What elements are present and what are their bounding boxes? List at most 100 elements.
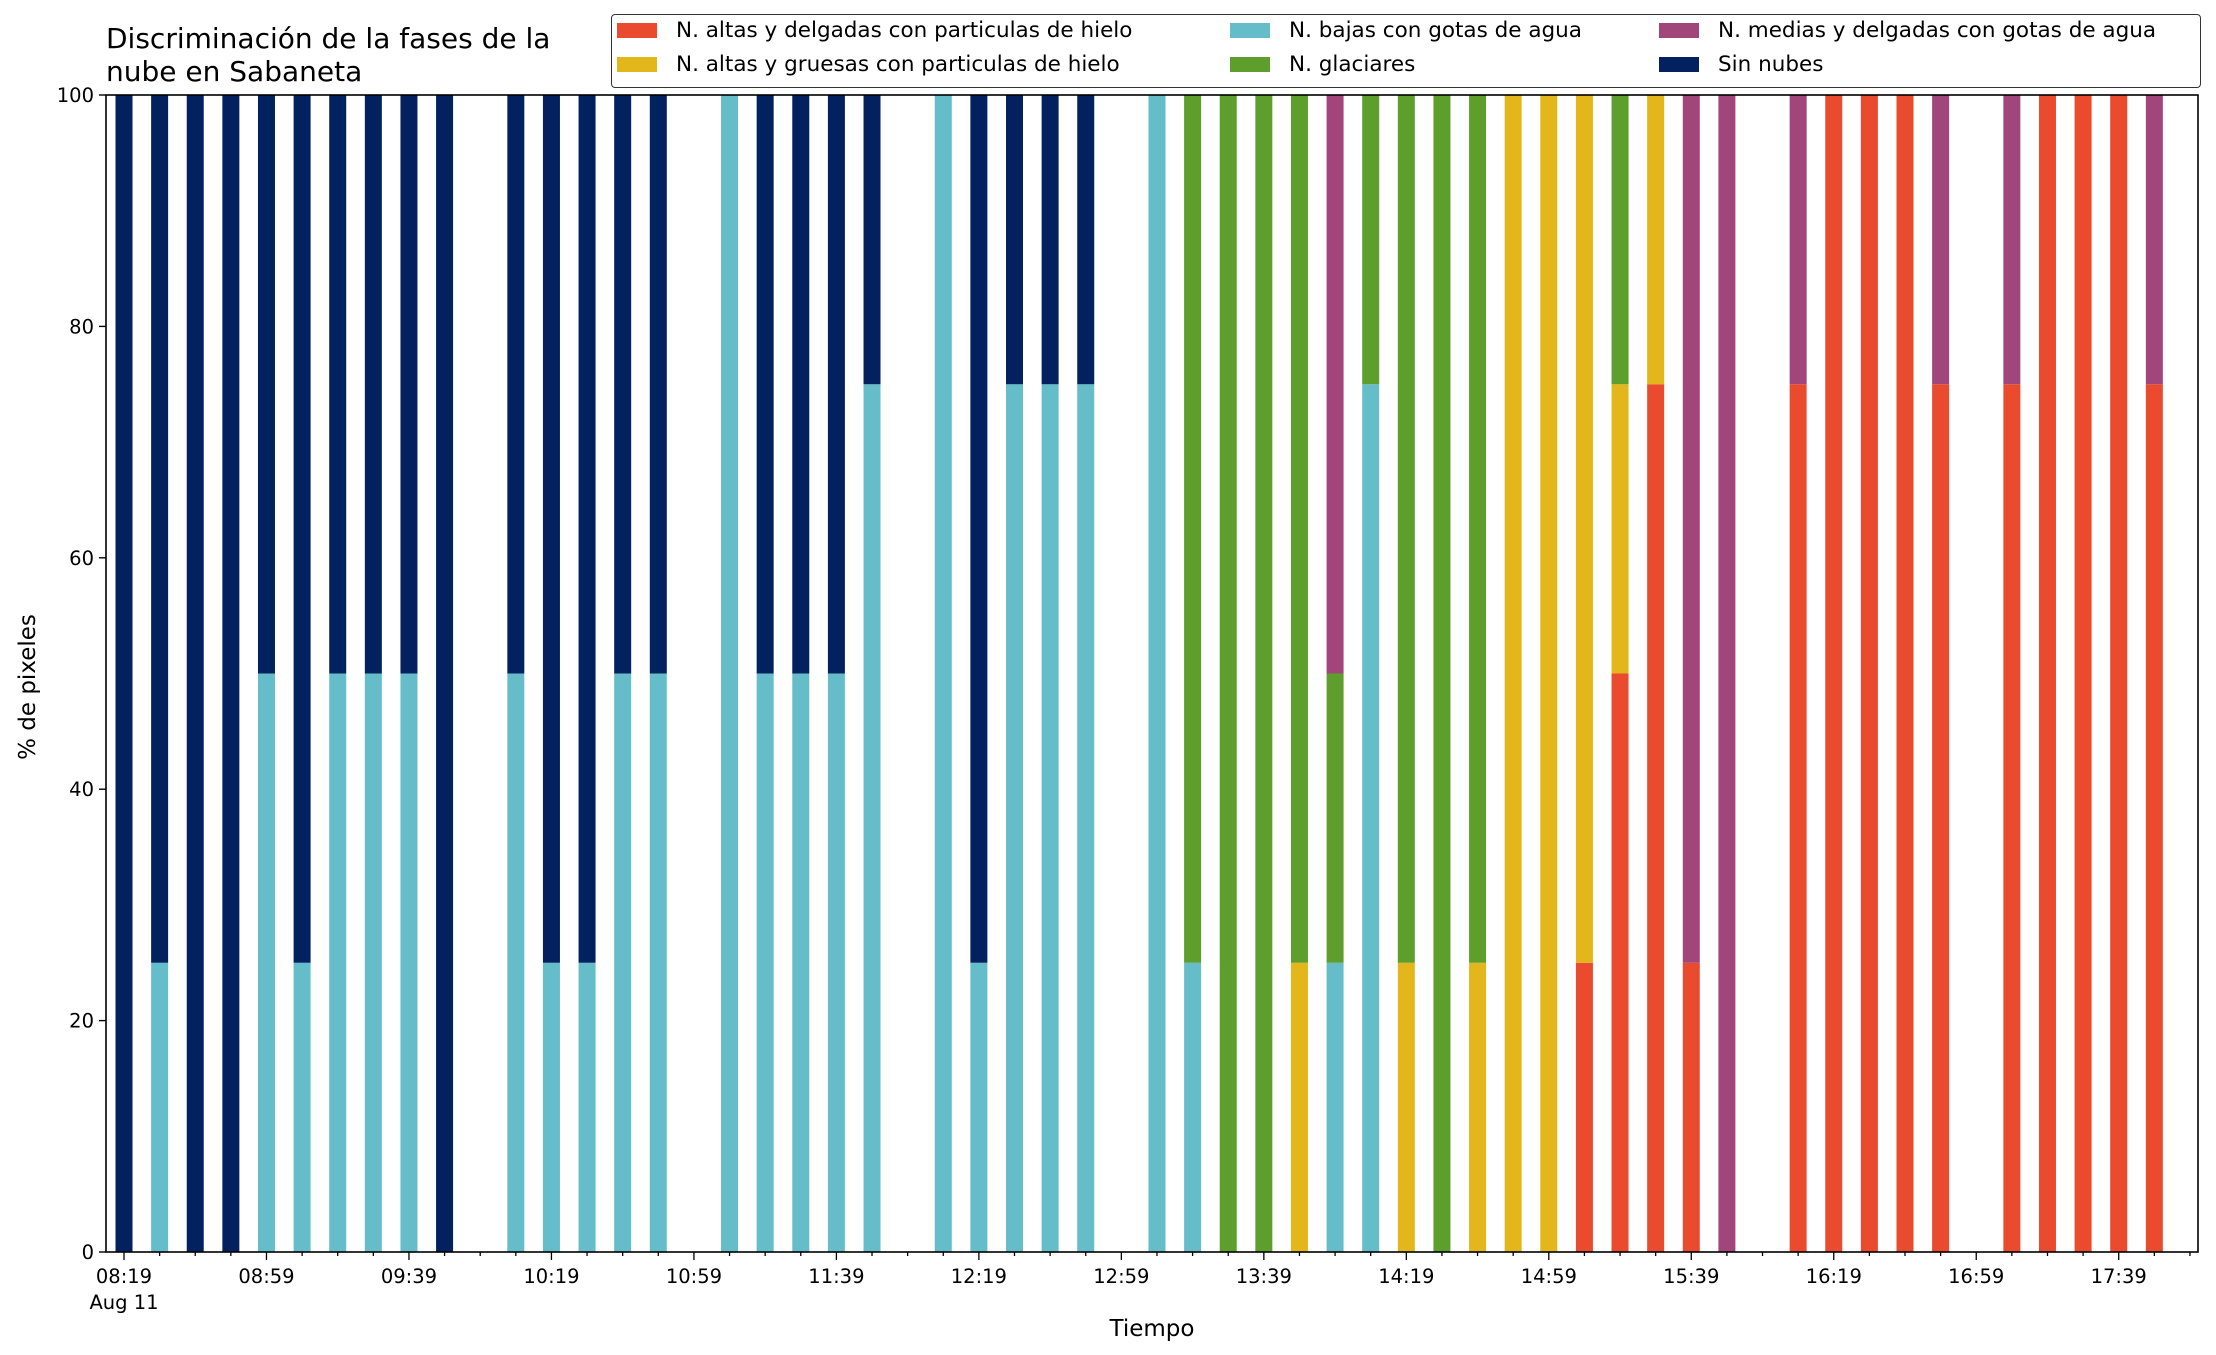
bar-segment (400, 673, 418, 1252)
chart-title-line-2: nube en Sabaneta (106, 55, 363, 88)
bar-segment (1077, 384, 1095, 1252)
bar-segment (1611, 95, 1629, 385)
bar-segment (756, 95, 774, 674)
bar-segment (1219, 95, 1237, 1252)
legend-item-glaciares: N. glaciares (1230, 52, 1415, 77)
legend-label: N. medias y delgadas con gotas de agua (1718, 18, 2157, 43)
bar-segment (293, 962, 311, 1252)
bar-segment (1184, 95, 1202, 963)
bar-segment (827, 95, 845, 674)
legend-label: N. bajas con gotas de agua (1289, 18, 1582, 43)
x-tick-label: 09:39 (381, 1265, 437, 1288)
bar-segment (1326, 962, 1344, 1252)
bar-segment (1362, 95, 1380, 385)
y-tick-label: 40 (69, 778, 94, 801)
bar-segment (293, 95, 311, 963)
legend-label: N. altas y gruesas con particulas de hie… (676, 52, 1120, 77)
bar-segment (1860, 95, 1878, 1252)
bar-segment (1682, 962, 1700, 1252)
bar-segment (1148, 95, 1166, 1252)
bar-segment (1718, 95, 1736, 1252)
x-tick-label: 12:59 (1093, 1265, 1149, 1288)
bar-segment (578, 962, 596, 1252)
bar-segment (1041, 95, 1059, 385)
bar-segment (2003, 384, 2021, 1252)
bar-segment (934, 95, 952, 1252)
bar-segment (151, 962, 169, 1252)
bar-segment (1290, 962, 1308, 1252)
legend-label: N. altas y delgadas con particulas de hi… (676, 18, 1133, 43)
legend-label: N. glaciares (1289, 52, 1416, 77)
bar-segment (436, 95, 454, 1252)
legend-label: Sin nubes (1718, 52, 1824, 77)
bar-segment (364, 95, 382, 674)
bar-segment (1184, 962, 1202, 1252)
bar-segment (222, 95, 240, 1252)
bar-segment (1540, 95, 1558, 1252)
bar-segment (1611, 673, 1629, 1252)
bar-segment (507, 95, 525, 674)
bar-segment (792, 673, 810, 1252)
bar-segment (1433, 95, 1451, 1252)
plot-frame (105, 94, 2199, 1253)
chart-title: Discriminación de la fases de la nube en… (106, 22, 666, 88)
legend-item-bajas-gotas: N. bajas con gotas de agua (1230, 18, 1582, 43)
bar-segment (614, 95, 632, 674)
bar-segment (1896, 95, 1914, 1252)
bar-segment (827, 673, 845, 1252)
bar-segment (1825, 95, 1843, 1252)
legend-item-sin-nubes: Sin nubes (1659, 52, 1823, 77)
legend-swatch (1659, 57, 1699, 72)
legend-item-altas-gruesas: N. altas y gruesas con particulas de hie… (617, 52, 1120, 77)
x-tick-label: 08:59 (238, 1265, 294, 1288)
x-tick-label: 15:39 (1663, 1265, 1719, 1288)
x-tick-label: 14:19 (1378, 1265, 1434, 1288)
bar-segment (1504, 95, 1522, 1252)
legend-swatch (617, 23, 657, 38)
legend-swatch (617, 57, 657, 72)
bar-segment (863, 95, 881, 385)
x-tick-label: 10:59 (666, 1265, 722, 1288)
legend-item-altas-delgadas: N. altas y delgadas con particulas de hi… (617, 18, 1132, 43)
x-tick-label: 11:39 (808, 1265, 864, 1288)
bar-segment (257, 95, 275, 674)
bar-segment (1362, 384, 1380, 1252)
bar-segment (115, 95, 133, 1252)
bar-segment (1469, 962, 1487, 1252)
x-tick-label: 08:19 (96, 1265, 152, 1288)
y-tick-label: 0 (82, 1241, 94, 1264)
bar-segment (1077, 95, 1095, 385)
y-axis-label: % de pixeles (15, 614, 41, 760)
bar-segment (649, 673, 667, 1252)
bar-segment (970, 962, 988, 1252)
legend-swatch (1230, 23, 1270, 38)
bar-segment (649, 95, 667, 674)
bar-segment (1290, 95, 1308, 963)
bar-segment (1326, 673, 1344, 963)
y-tick-label: 80 (69, 315, 94, 338)
bar-segment (1326, 95, 1344, 674)
x-tick-label: 16:19 (1806, 1265, 1862, 1288)
y-tick-label: 100 (57, 84, 94, 107)
legend-swatch (1659, 23, 1699, 38)
bar-segment (1041, 384, 1059, 1252)
bar-segment (1575, 962, 1593, 1252)
bar-segment (2003, 95, 2021, 385)
x-tick-label: 17:39 (2091, 1265, 2147, 1288)
bar-segment (792, 95, 810, 674)
bar-segment (1397, 962, 1415, 1252)
x-tick-label: 16:59 (1948, 1265, 2004, 1288)
y-tick-label: 20 (69, 1010, 94, 1033)
bar-segment (400, 95, 418, 674)
bar-segment (970, 95, 988, 963)
y-tick-label: 60 (69, 547, 94, 570)
bar-segment (2074, 95, 2092, 1252)
bar-segment (364, 673, 382, 1252)
legend-swatch (1230, 57, 1270, 72)
bar-segment (1682, 95, 1700, 963)
x-tick-label: 10:19 (523, 1265, 579, 1288)
bar-segment (756, 673, 774, 1252)
bar-segment (1611, 384, 1629, 674)
bar-segment (1006, 95, 1023, 385)
bar-segment (542, 962, 560, 1252)
